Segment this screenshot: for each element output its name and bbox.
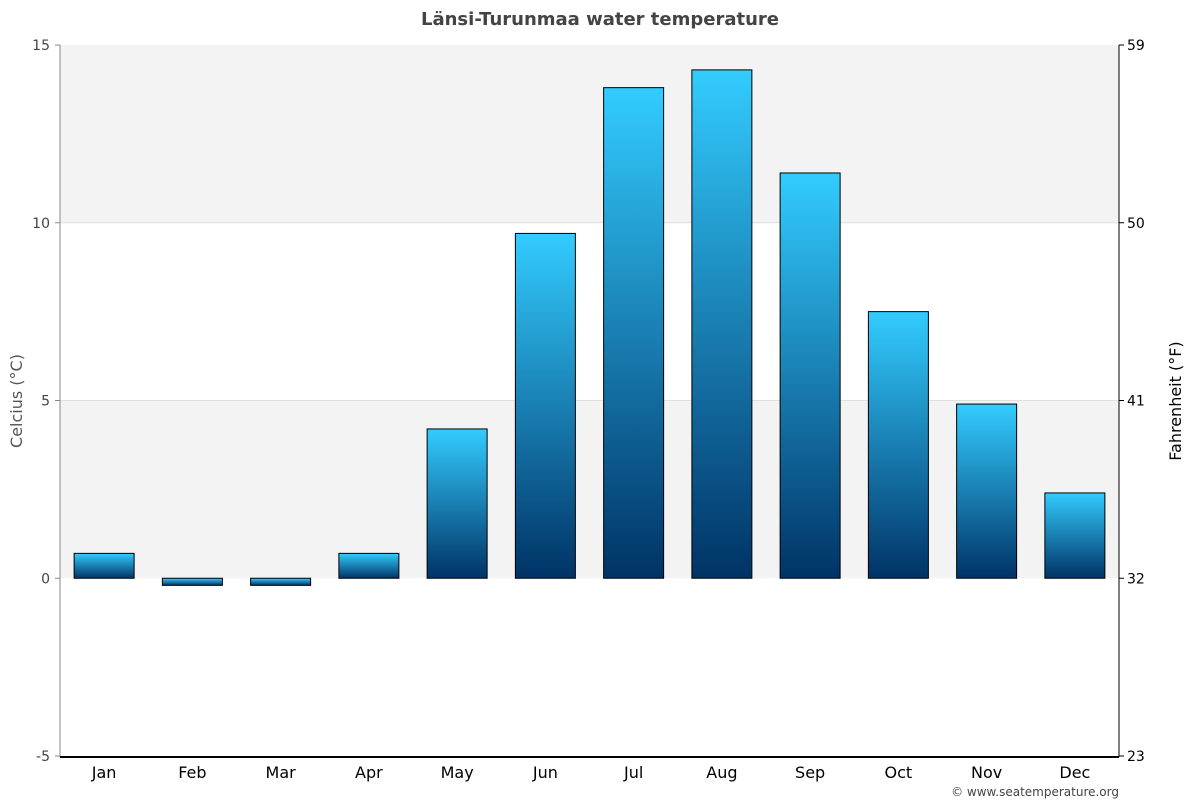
y-axis-label-left: Celcius (°C) (7, 354, 26, 448)
x-tick-label: Feb (178, 763, 206, 782)
bar-aug (691, 69, 753, 579)
bar-jun (514, 232, 576, 579)
x-tick-label: May (441, 763, 474, 782)
grid-band (60, 45, 1119, 223)
x-tick-label: Jun (532, 763, 558, 782)
grid-band (60, 400, 1119, 579)
y-tick-label-left: 10 (32, 216, 50, 232)
x-tick-label: Oct (885, 763, 913, 782)
bar-nov (956, 403, 1018, 579)
bar-jul (603, 87, 665, 579)
x-tick-label: Apr (355, 763, 383, 782)
y-tick-label-right: 41 (1127, 394, 1145, 410)
x-tick-label: Mar (266, 763, 297, 782)
x-tick-label: Sep (795, 763, 825, 782)
y-tick-label-left: 0 (41, 571, 50, 587)
x-tick-label: Nov (971, 763, 1002, 782)
y-axis-label-right: Fahrenheit (°F) (1166, 341, 1185, 460)
bar-mar (250, 577, 312, 586)
y-tick-label-left: 5 (41, 394, 50, 410)
bar-oct (867, 311, 929, 579)
y-tick-label-right: 23 (1127, 749, 1145, 765)
bar-apr (338, 552, 400, 579)
x-tick-label: Aug (706, 763, 737, 782)
x-tick-label: Dec (1059, 763, 1090, 782)
bar-may (426, 428, 488, 579)
y-tick-label-left: -5 (36, 749, 50, 765)
y-tick-label-right: 59 (1127, 38, 1145, 54)
y-tick-label-right: 32 (1127, 571, 1145, 587)
y-tick-label-left: 15 (32, 38, 50, 54)
x-tick-label: Jul (623, 763, 643, 782)
credit-text: © www.seatemperature.org (951, 785, 1119, 799)
x-tick-label: Jan (91, 763, 117, 782)
chart-title: Länsi-Turunmaa water temperature (421, 9, 779, 30)
y-tick-label-right: 50 (1127, 216, 1145, 232)
bar-jan (73, 552, 135, 579)
bar-feb (161, 577, 223, 586)
bar-dec (1044, 492, 1106, 579)
bar-sep (779, 172, 841, 579)
